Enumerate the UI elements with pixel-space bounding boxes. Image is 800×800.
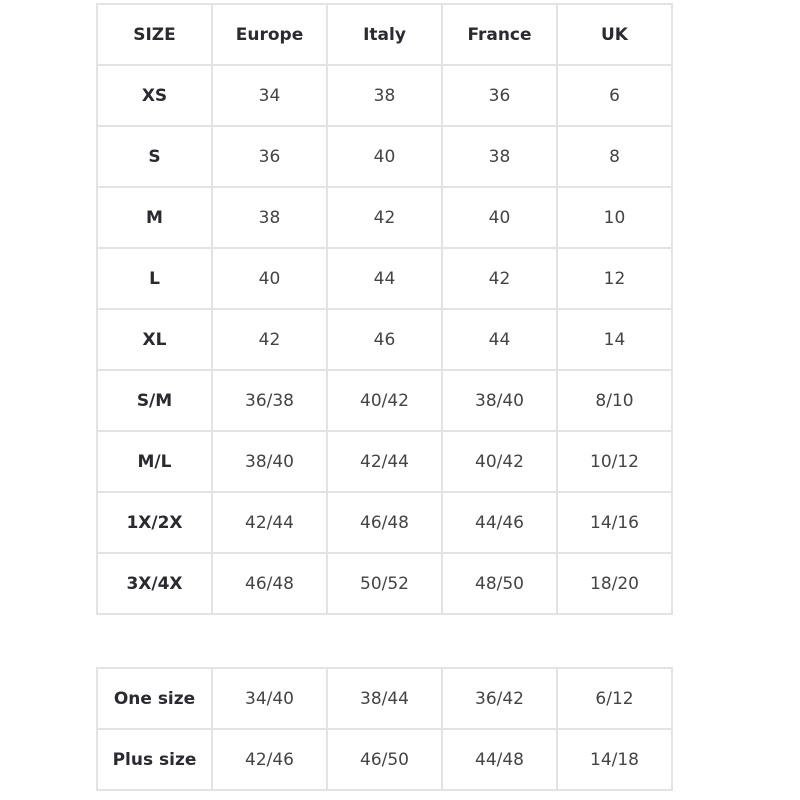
size-value: 42/44 [211, 491, 328, 554]
column-header: SIZE [96, 3, 213, 66]
size-value: 42 [441, 247, 558, 310]
size-label: M [96, 186, 213, 249]
size-value: 10/12 [556, 430, 673, 493]
size-value: 38/40 [441, 369, 558, 432]
size-value: 34/40 [211, 667, 328, 730]
column-header: Italy [326, 3, 443, 66]
size-value: 6/12 [556, 667, 673, 730]
size-value: 46/48 [326, 491, 443, 554]
size-value: 44/48 [441, 728, 558, 791]
size-value: 44/46 [441, 491, 558, 554]
size-label: One size [96, 667, 213, 730]
size-value: 40 [326, 125, 443, 188]
size-value: 14 [556, 308, 673, 371]
table-row: L 40 44 42 12 [96, 247, 673, 310]
size-label: S/M [96, 369, 213, 432]
size-value: 42 [326, 186, 443, 249]
size-value: 38 [441, 125, 558, 188]
special-size-table: One size 34/40 38/44 36/42 6/12 Plus size 42/4… [96, 667, 673, 791]
table-row: M/L 38/40 42/44 40/42 10/12 [96, 430, 673, 493]
column-header: Europe [211, 3, 328, 66]
table-row: M 38 42 40 10 [96, 186, 673, 249]
size-value: 36 [211, 125, 328, 188]
size-value: 48/50 [441, 552, 558, 615]
size-value: 46 [326, 308, 443, 371]
size-value: 42/44 [326, 430, 443, 493]
table-row: S 36 40 38 8 [96, 125, 673, 188]
size-value: 50/52 [326, 552, 443, 615]
size-value: 14/18 [556, 728, 673, 791]
table-row: XS 34 38 36 6 [96, 64, 673, 127]
size-value: 34 [211, 64, 328, 127]
size-value: 14/16 [556, 491, 673, 554]
size-value: 10 [556, 186, 673, 249]
header-row: SIZE Europe Italy France UK [96, 3, 673, 66]
size-value: 38 [211, 186, 328, 249]
size-value: 40/42 [441, 430, 558, 493]
size-label: Plus size [96, 728, 213, 791]
size-value: 40 [441, 186, 558, 249]
size-chart-table: SIZE Europe Italy France UK XS 34 38 36 6 S 36 40 38 8… [96, 3, 673, 615]
size-value: 8/10 [556, 369, 673, 432]
table-row: 3X/4X 46/48 50/52 48/50 18/20 [96, 552, 673, 615]
size-value: 42 [211, 308, 328, 371]
size-label: L [96, 247, 213, 310]
size-value: 38 [326, 64, 443, 127]
size-label: S [96, 125, 213, 188]
size-label: M/L [96, 430, 213, 493]
size-value: 8 [556, 125, 673, 188]
size-value: 38/44 [326, 667, 443, 730]
size-value: 44 [326, 247, 443, 310]
size-value: 36/38 [211, 369, 328, 432]
size-label: XS [96, 64, 213, 127]
table-row: 1X/2X 42/44 46/48 44/46 14/16 [96, 491, 673, 554]
size-value: 6 [556, 64, 673, 127]
column-header: UK [556, 3, 673, 66]
size-label: XL [96, 308, 213, 371]
size-value: 46/48 [211, 552, 328, 615]
size-value: 46/50 [326, 728, 443, 791]
size-value: 36/42 [441, 667, 558, 730]
size-value: 12 [556, 247, 673, 310]
size-value: 44 [441, 308, 558, 371]
table-row: One size 34/40 38/44 36/42 6/12 [96, 667, 673, 730]
size-value: 40/42 [326, 369, 443, 432]
table-row: XL 42 46 44 14 [96, 308, 673, 371]
size-value: 36 [441, 64, 558, 127]
column-header: France [441, 3, 558, 66]
size-value: 18/20 [556, 552, 673, 615]
size-value: 42/46 [211, 728, 328, 791]
size-value: 38/40 [211, 430, 328, 493]
size-label: 1X/2X [96, 491, 213, 554]
size-label: 3X/4X [96, 552, 213, 615]
size-value: 40 [211, 247, 328, 310]
table-row: S/M 36/38 40/42 38/40 8/10 [96, 369, 673, 432]
table-row: Plus size 42/46 46/50 44/48 14/18 [96, 728, 673, 791]
